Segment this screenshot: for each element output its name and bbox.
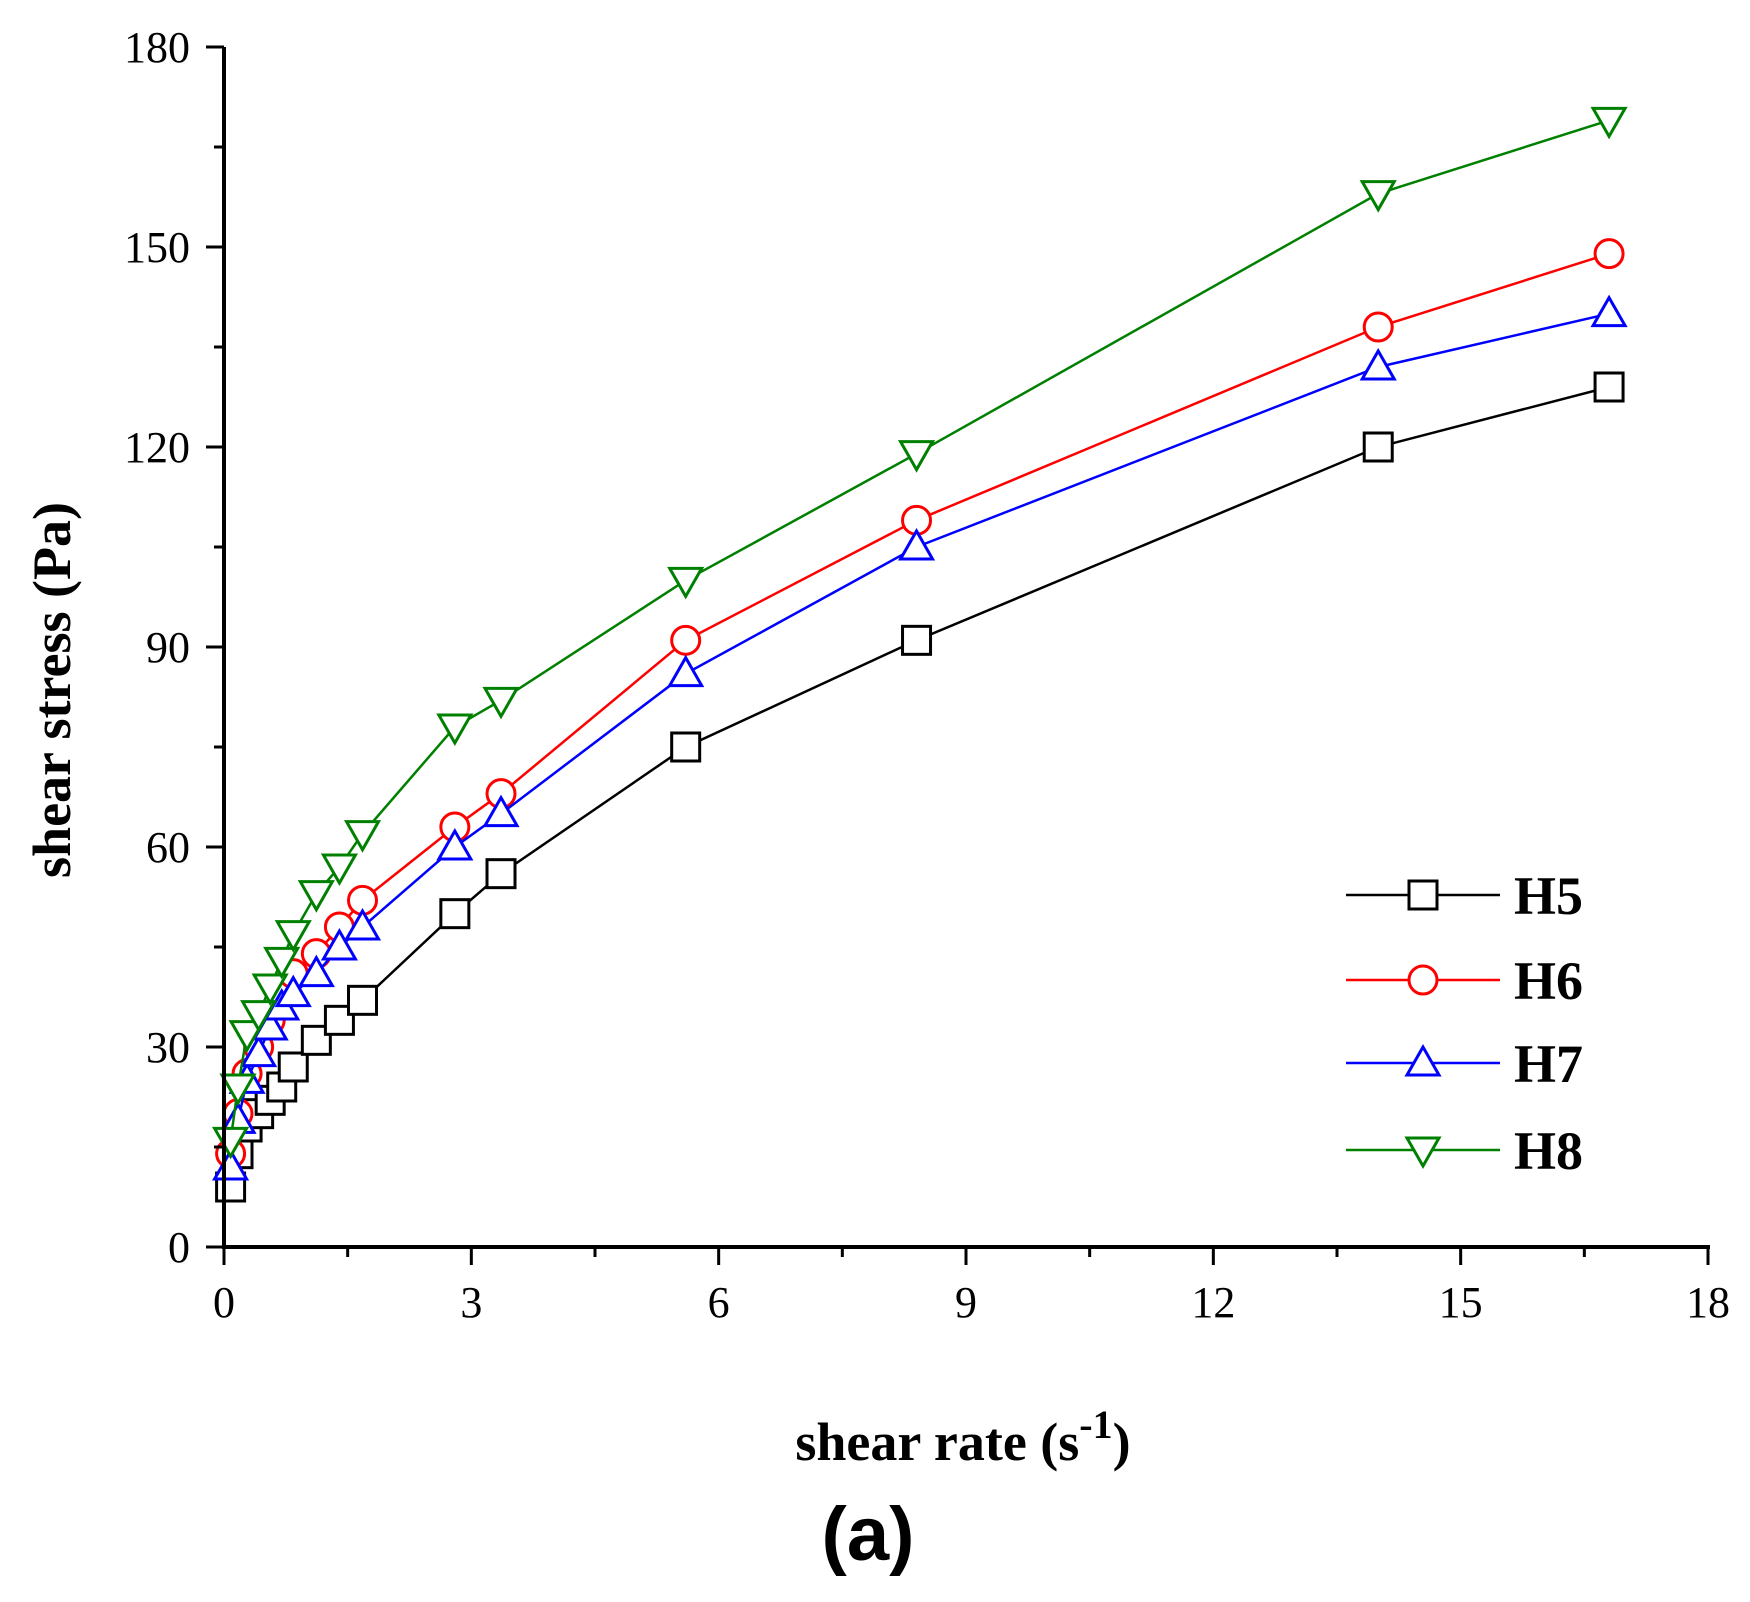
- data-point-h7: [436, 827, 474, 861]
- data-point-h7: [240, 1034, 278, 1068]
- y-tick-label: 120: [124, 423, 190, 472]
- x-tick-label: 9: [955, 1278, 977, 1327]
- series-h6: [215, 238, 1625, 1170]
- x-tick-label: 6: [708, 1278, 730, 1327]
- legend-entry-h7: H7: [1346, 1034, 1583, 1094]
- data-point-h5: [277, 1051, 309, 1083]
- y-tick-label: 150: [124, 223, 190, 272]
- data-point-h8: [482, 686, 520, 720]
- data-point-h8: [219, 1073, 257, 1107]
- data-point-h8: [1590, 106, 1628, 140]
- data-point-h8: [274, 920, 312, 953]
- x-tick-label: 12: [1191, 1278, 1235, 1327]
- data-point-h8: [251, 973, 289, 1007]
- data-point-h8: [320, 853, 359, 887]
- x-axis-title: shear rate (s-1): [795, 1402, 1130, 1472]
- data-point-h5: [670, 731, 702, 763]
- legend-marker: [1407, 879, 1439, 911]
- series-line-h6: [229, 252, 1610, 1154]
- data-point-h5: [1362, 431, 1394, 463]
- x-tick-label: 3: [460, 1278, 482, 1327]
- data-point-h5: [485, 858, 517, 890]
- y-tick-label: 30: [146, 1023, 190, 1072]
- x-axis-title-close: ): [1113, 1412, 1131, 1472]
- data-point-h8: [667, 566, 705, 600]
- y-axis-title: shear stress (Pa): [22, 502, 82, 878]
- plot-area: [212, 106, 1628, 1203]
- legend-entry-h8: H8: [1346, 1121, 1583, 1181]
- data-point-h8: [228, 1020, 266, 1053]
- data-point-h6: [1593, 238, 1625, 270]
- legend-marker: [1404, 1043, 1442, 1077]
- x-axis-title-superscript: -1: [1079, 1402, 1112, 1447]
- panel-label: (a): [822, 1492, 915, 1577]
- data-point-h7: [1359, 347, 1397, 381]
- legend-label: H8: [1514, 1121, 1583, 1181]
- y-tick-label: 180: [124, 23, 190, 72]
- legend-marker: [1404, 1136, 1442, 1170]
- x-axis-title-main: shear rate (s: [795, 1412, 1079, 1472]
- data-point-h8: [240, 1000, 278, 1033]
- data-point-h8: [897, 440, 936, 473]
- data-point-h7: [482, 794, 520, 828]
- series-h7: [212, 294, 1628, 1181]
- data-point-h8: [436, 713, 474, 747]
- x-tick-label: 18: [1686, 1278, 1730, 1327]
- y-tick-label: 60: [146, 823, 190, 872]
- data-point-h7: [297, 954, 335, 988]
- data-point-h8: [1359, 180, 1397, 213]
- data-point-h6: [670, 624, 702, 656]
- data-point-h5: [901, 624, 933, 656]
- data-point-h8: [343, 820, 382, 853]
- y-tick-label: 0: [168, 1223, 190, 1272]
- data-point-h7: [320, 927, 359, 961]
- legend-entry-h5: H5: [1346, 866, 1583, 926]
- data-point-h6: [1362, 311, 1394, 343]
- x-tick-label: 0: [213, 1278, 235, 1327]
- legend-label: H5: [1514, 866, 1583, 926]
- data-point-h7: [1590, 294, 1628, 328]
- y-tick-label: 90: [146, 623, 190, 672]
- legend-entry-h6: H6: [1346, 951, 1583, 1011]
- legend-marker: [1407, 964, 1439, 996]
- data-point-h5: [347, 984, 379, 1016]
- legend: H5 H6 H7 H8: [1346, 866, 1583, 1181]
- data-point-h8: [263, 946, 301, 980]
- data-point-h7: [343, 907, 382, 941]
- data-point-h8: [297, 880, 335, 913]
- data-point-h7: [667, 654, 705, 688]
- data-point-h7: [897, 527, 936, 561]
- data-point-h5: [439, 898, 471, 930]
- series-h5: [215, 371, 1625, 1203]
- legend-label: H6: [1514, 951, 1583, 1011]
- data-point-h7: [274, 974, 312, 1008]
- legend-label: H7: [1514, 1034, 1583, 1094]
- data-point-h5: [1593, 371, 1625, 403]
- x-tick-label: 15: [1439, 1278, 1483, 1327]
